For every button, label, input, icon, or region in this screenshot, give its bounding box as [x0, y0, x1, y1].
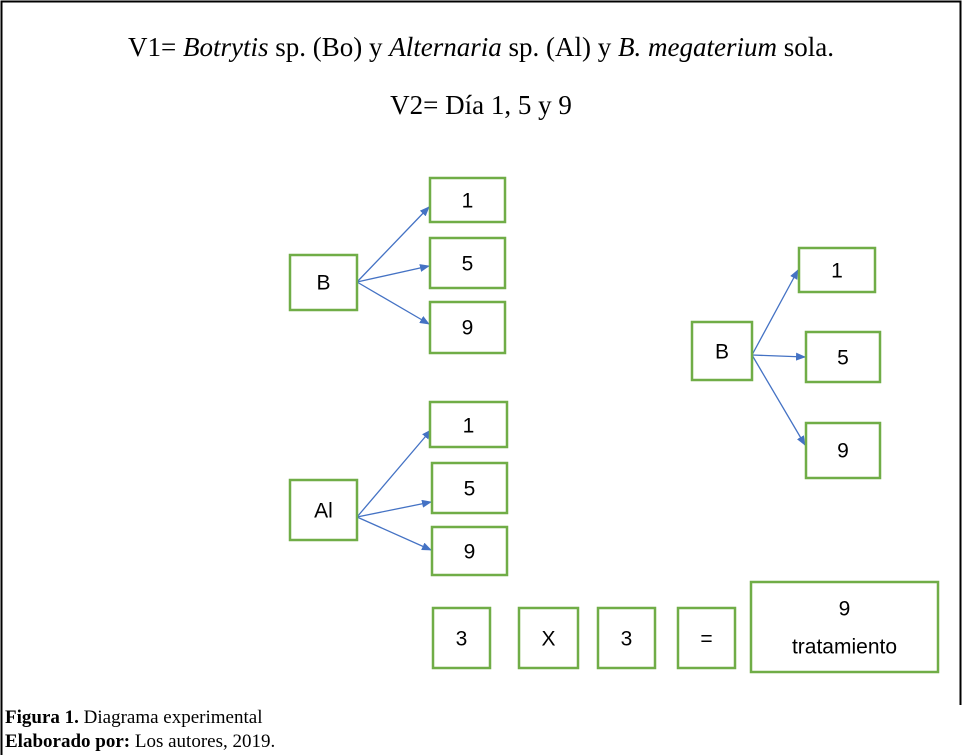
caption-text: Diagrama experimental: [79, 707, 263, 728]
node-box: [804, 421, 882, 480]
node-label: 1: [463, 415, 475, 438]
node-box: [428, 176, 507, 224]
result-text: tratamiento: [792, 636, 897, 659]
equation-box: [431, 606, 492, 670]
node-box: [428, 400, 509, 449]
caption-line: Figura 1. Diagrama experimental: [5, 707, 262, 728]
equation-box: [676, 606, 737, 670]
arrow: [356, 499, 432, 518]
node-box: [428, 300, 507, 355]
node-label: B: [715, 341, 729, 364]
node-label: 9: [464, 541, 476, 564]
equation-box: [517, 606, 580, 670]
v1-text: sp. (Bo) y: [269, 32, 390, 62]
node-box: [430, 461, 509, 515]
arrow: [356, 264, 430, 283]
node-label: 5: [464, 478, 476, 501]
v1-text: Alternaria: [387, 32, 502, 62]
node-label: 5: [837, 347, 849, 370]
node-box: [288, 478, 359, 542]
equation-box: [596, 606, 657, 670]
node-box: [797, 246, 877, 294]
equation-text: 3: [621, 628, 633, 651]
equation-text: 3: [456, 628, 468, 651]
v1-line: V1= Botrytis sp. (Bo) y Alternaria sp. (…: [128, 32, 834, 62]
arrow: [751, 354, 806, 446]
v1-text: Botrytis: [183, 32, 269, 62]
v1-text: sp. (Al) y: [502, 32, 618, 62]
v1-text: sola.: [777, 32, 834, 62]
caption-text: Los autores, 2019.: [130, 731, 275, 752]
node-label: 9: [462, 317, 474, 340]
node-label: B: [316, 272, 330, 295]
result-box: [749, 580, 940, 674]
node-label: 9: [837, 440, 849, 463]
arrow: [751, 352, 806, 361]
arrow: [356, 206, 430, 283]
arrow: [356, 516, 432, 551]
v2-line: V2= Día 1, 5 y 9: [390, 90, 572, 120]
node-label: 1: [462, 190, 474, 213]
result-text: 9: [839, 598, 851, 621]
equation-text: X: [541, 628, 555, 651]
node-label: 1: [831, 260, 843, 283]
node-box: [430, 525, 509, 577]
caption-label: Figura 1.: [5, 707, 79, 728]
arrow: [356, 281, 430, 325]
arrow: [751, 269, 799, 356]
arrow: [356, 429, 432, 518]
node-label: Al: [314, 500, 333, 523]
v1-text: B. megaterium: [618, 32, 777, 62]
node-label: 5: [462, 253, 474, 276]
caption-line: Elaborado por: Los autores, 2019.: [5, 731, 275, 752]
equation-text: =: [700, 628, 712, 651]
node-box: [804, 330, 882, 384]
node-box: [428, 236, 507, 290]
v1-text: V1=: [128, 32, 183, 62]
node-box: [690, 320, 754, 382]
caption-label: Elaborado por:: [5, 731, 130, 752]
node-box: [288, 253, 359, 312]
